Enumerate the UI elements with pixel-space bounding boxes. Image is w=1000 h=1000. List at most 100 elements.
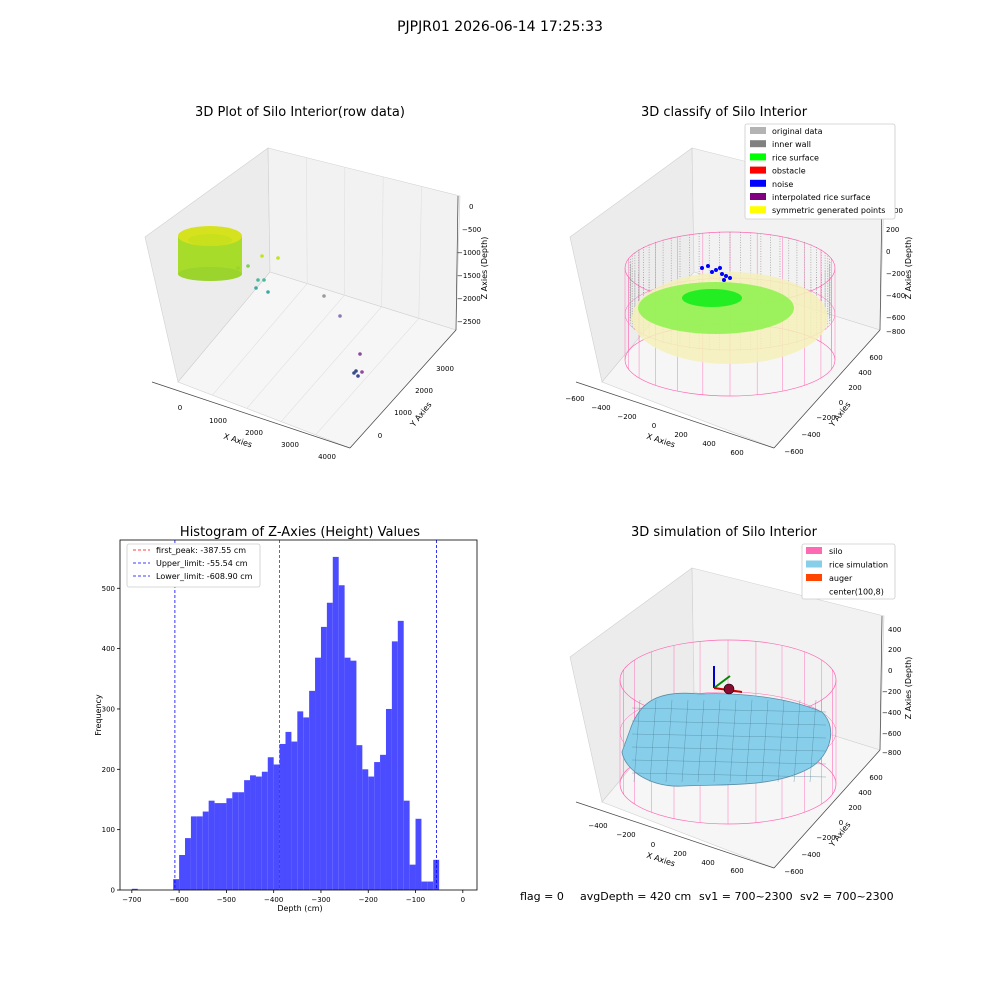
histogram-y-axis-label: Frequency <box>94 694 103 736</box>
histogram-y-tick-label: 100 <box>102 826 115 834</box>
histogram-bar <box>415 818 422 890</box>
histogram-bar <box>173 879 180 890</box>
simulation-z-axis-label: Z Axies (Depth) <box>904 657 913 720</box>
raw-grid-line <box>246 295 345 409</box>
raw-x-tick: 2000 <box>245 429 263 437</box>
simulation-y-tick: 400 <box>858 789 871 797</box>
simulation-legend-label: rice simulation <box>829 561 888 570</box>
simulation-y-tick: −200 <box>816 834 835 842</box>
histogram-bar <box>374 762 381 890</box>
rice-mesh-line <box>631 707 827 713</box>
histogram-bar <box>344 657 351 890</box>
panel-simulation-3d-plot: 3D simulation of Silo Interior −400 −200… <box>569 525 913 876</box>
figure-suptitle: PJPJR01 2026-06-14 17:25:33 <box>397 19 603 35</box>
simulation-z-tick: −800 <box>882 749 901 757</box>
raw-data-point <box>276 256 280 260</box>
raw-grid-line <box>315 318 420 435</box>
simulation-legend: silo rice simulation auger center(100,8) <box>801 543 896 600</box>
simulation-y-axis <box>773 749 881 869</box>
histogram-bar <box>356 745 363 890</box>
simulation-legend-label: auger <box>829 574 853 583</box>
histogram-x-tick-label: −200 <box>359 896 378 904</box>
noise-point <box>722 278 726 282</box>
classify-legend-swatch <box>750 127 766 134</box>
raw-outlier-points <box>236 254 364 378</box>
raw-x-tick: 4000 <box>318 453 336 461</box>
simulation-x-tick: 400 <box>701 859 714 867</box>
histogram-bar <box>397 620 404 890</box>
raw-cylinder-inner <box>188 234 232 246</box>
classify-x-tick: 600 <box>730 449 743 457</box>
classify-y-tick: 200 <box>848 384 861 392</box>
histogram-legend-label: first_peak: -387.55 cm <box>156 546 246 555</box>
histogram-x-tick-label: −100 <box>406 896 425 904</box>
rice-mesh-line <box>631 720 827 726</box>
rice-mesh-line <box>631 733 827 739</box>
raw-plot-z-axis <box>455 195 459 331</box>
simulation-x-axis-label: X Axies <box>645 851 676 869</box>
simulation-y-tick: 200 <box>848 804 861 812</box>
classify-rice-peak <box>682 289 742 307</box>
histogram-y-tick-label: 0 <box>111 887 115 895</box>
histogram-legend-label: Upper_limit: -55.54 cm <box>156 559 248 568</box>
classify-x-axis-label: X Axies <box>645 432 676 450</box>
classify-legend-swatch <box>750 193 766 200</box>
classify-legend: original data inner wall rice surface obsta… <box>744 123 896 220</box>
raw-data-point <box>356 374 360 378</box>
histogram-bar <box>421 881 428 890</box>
histogram-bar <box>179 855 186 890</box>
histogram-bar <box>255 776 262 890</box>
simulation-z-tick: −400 <box>882 709 901 717</box>
simulation-legend-swatch <box>806 574 822 581</box>
raw-plot-y-axis <box>349 329 457 449</box>
histogram-bar <box>131 888 138 890</box>
classify-rice-surface <box>638 282 794 334</box>
raw-data-point <box>260 254 264 258</box>
histogram-bar <box>202 811 209 890</box>
histogram-y-tick-label: 400 <box>102 645 115 653</box>
classify-legend-label: noise <box>772 180 793 189</box>
classify-z-tick-partial: 00 <box>894 207 903 215</box>
raw-data-point <box>352 371 356 375</box>
classify-x-axis <box>575 381 775 449</box>
classify-x-tick: 200 <box>674 431 687 439</box>
histogram-title: Histogram of Z-Axies (Height) Values <box>180 525 420 540</box>
classify-y-axis <box>773 329 881 449</box>
histogram-bar <box>244 780 251 890</box>
simulation-x-tick: −400 <box>588 822 607 830</box>
simulation-z-axis <box>879 615 883 751</box>
classify-y-tick: 400 <box>858 369 871 377</box>
histogram-bar <box>208 800 215 890</box>
simulation-x-axis <box>575 801 775 869</box>
histogram-bar <box>267 757 274 890</box>
rice-mesh-line <box>761 699 769 783</box>
raw-z-tick: −1500 <box>457 272 481 280</box>
raw-data-point <box>338 314 342 318</box>
raw-y-tick: 1000 <box>394 409 412 417</box>
noise-point <box>728 276 732 280</box>
classify-legend-label: original data <box>772 127 823 136</box>
noise-point <box>724 274 728 278</box>
histogram-bar <box>285 731 292 890</box>
histogram-bar <box>232 792 239 890</box>
noise-point <box>710 270 714 274</box>
raw-grid-line <box>418 186 422 319</box>
simulation-z-tick: −600 <box>882 730 901 738</box>
classify-y-tick: −200 <box>816 414 835 422</box>
rice-mesh-line <box>631 759 827 765</box>
classify-z-tick: 0 <box>886 248 890 256</box>
histogram-legend: first_peak: -387.55 cm Upper_limit: -55.5… <box>126 543 261 588</box>
classify-y-tick: −600 <box>784 448 803 456</box>
raw-data-point <box>256 278 260 282</box>
raw-data-point <box>262 278 266 282</box>
raw-grid-line <box>280 306 382 422</box>
histogram-bar <box>291 741 298 890</box>
histogram-y-ticks: 0 100 200 300 400 500 <box>102 585 120 895</box>
simulation-x-tick: −200 <box>616 831 635 839</box>
classify-legend-label: inner wall <box>772 140 811 149</box>
panel-classify-3d-plot: 3D classify of Silo Interior −600 −400 −… <box>565 105 913 457</box>
classify-z-axis-label: Z Axies (Depth) <box>904 237 913 300</box>
raw-data-point <box>322 294 326 298</box>
raw-data-cylinder <box>178 226 242 281</box>
status-footer: flag = 0 avgDepth = 420 cm sv1 = 700~230… <box>520 890 894 903</box>
